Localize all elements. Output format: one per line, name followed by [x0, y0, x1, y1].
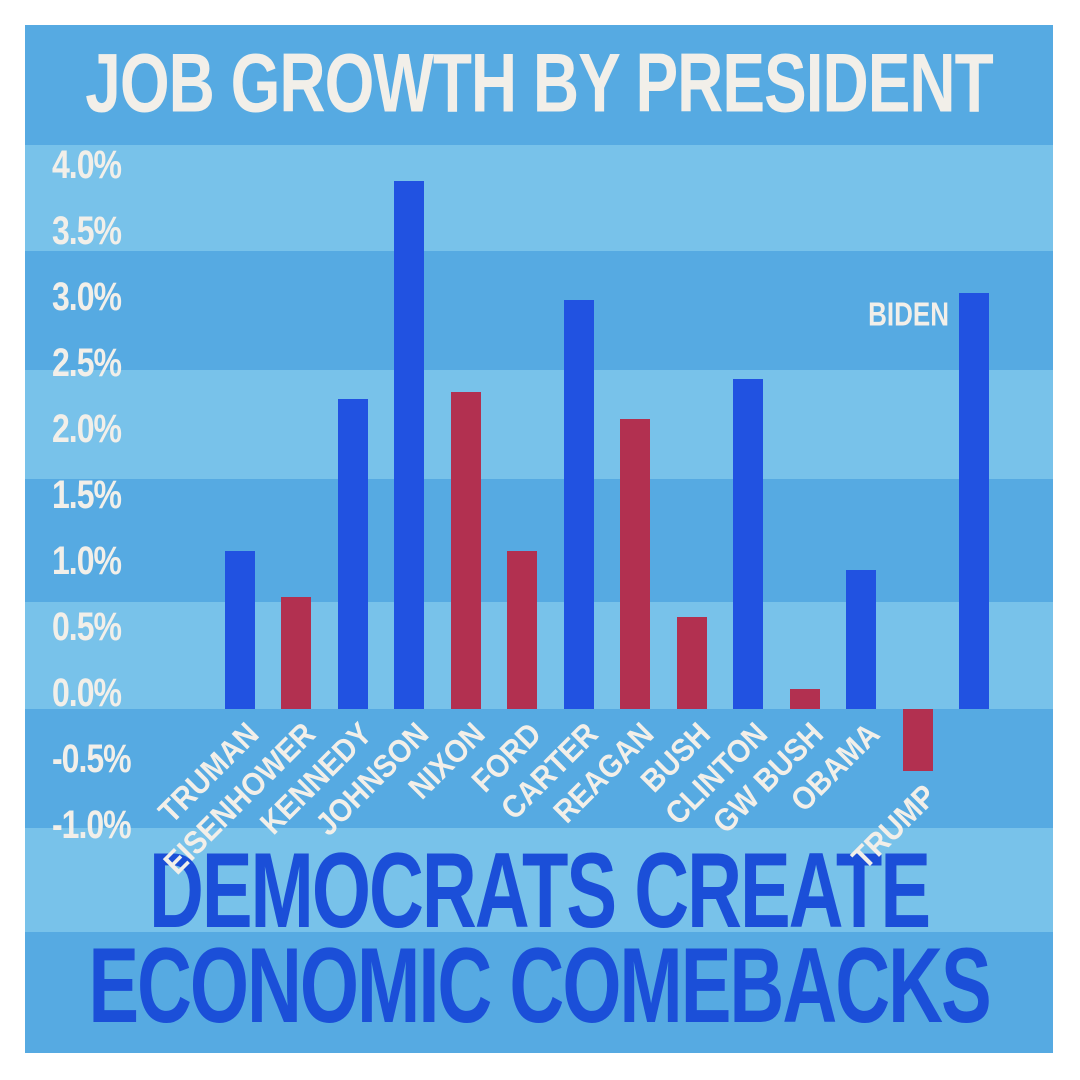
ytick-label--1.0pct: -1.0%	[52, 801, 132, 847]
bar-obama	[846, 570, 876, 709]
bar-nixon	[450, 392, 481, 709]
ytick-label-1.0pct: 1.0%	[52, 537, 122, 583]
bar-carter	[563, 299, 594, 709]
footer-caption: DEMOCRATS CREATE ECONOMIC COMEBACKS	[25, 832, 1053, 1046]
ytick-label-3.0pct: 3.0%	[52, 273, 122, 319]
ytick-label-0.5pct: 0.5%	[52, 603, 122, 649]
footer-line-1-text: DEMOCRATS CREATE	[148, 832, 931, 951]
bar-bush	[676, 616, 707, 709]
bar-ford	[507, 550, 537, 709]
ytick-label-1.5pct: 1.5%	[52, 471, 122, 517]
ytick-label-2.5pct: 2.5%	[52, 339, 122, 385]
bar-clinton	[733, 379, 763, 709]
ytick-label-2.0pct: 2.0%	[52, 405, 122, 451]
footer-line-1: DEMOCRATS CREATE	[25, 832, 1053, 951]
bar-gw-bush	[789, 689, 820, 709]
chart-canvas: JOB GROWTH BY PRESIDENT DEMOCRATS CREATE…	[25, 25, 1053, 1053]
biden-bar-label: BIDEN	[868, 294, 949, 334]
bar-johnson	[394, 181, 424, 709]
ytick-label-3.5pct: 3.5%	[52, 207, 122, 253]
ytick-label-0.0pct: 0.0%	[52, 669, 122, 715]
ytick-label-4.0pct: 4.0%	[52, 141, 122, 187]
ytick-label--0.5pct: -0.5%	[52, 735, 132, 781]
chart-title-text: JOB GROWTH BY PRESIDENT	[85, 36, 993, 130]
footer-line-2: ECONOMIC COMEBACKS	[25, 927, 1053, 1046]
bar-truman	[224, 550, 255, 709]
chart-title: JOB GROWTH BY PRESIDENT	[25, 37, 1053, 128]
bar-eisenhower	[281, 596, 311, 709]
bar-trump	[902, 709, 933, 772]
bar-kennedy	[337, 398, 368, 709]
footer-line-2-text: ECONOMIC COMEBACKS	[88, 927, 991, 1046]
bar-biden	[959, 293, 989, 709]
bar-reagan	[620, 418, 650, 709]
